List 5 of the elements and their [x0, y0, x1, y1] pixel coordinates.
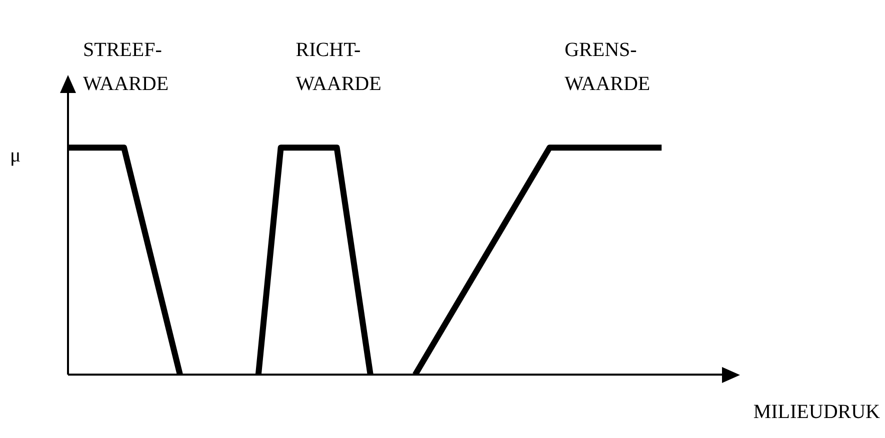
text: GRENS-WAARDE [564, 39, 650, 95]
y-axis-title: μ [10, 144, 21, 167]
text: STREEF-WAARDE [83, 39, 169, 95]
x-axis-title: MILIEUDRUK [753, 401, 881, 423]
text: RICHT-WAARDE [296, 39, 382, 95]
